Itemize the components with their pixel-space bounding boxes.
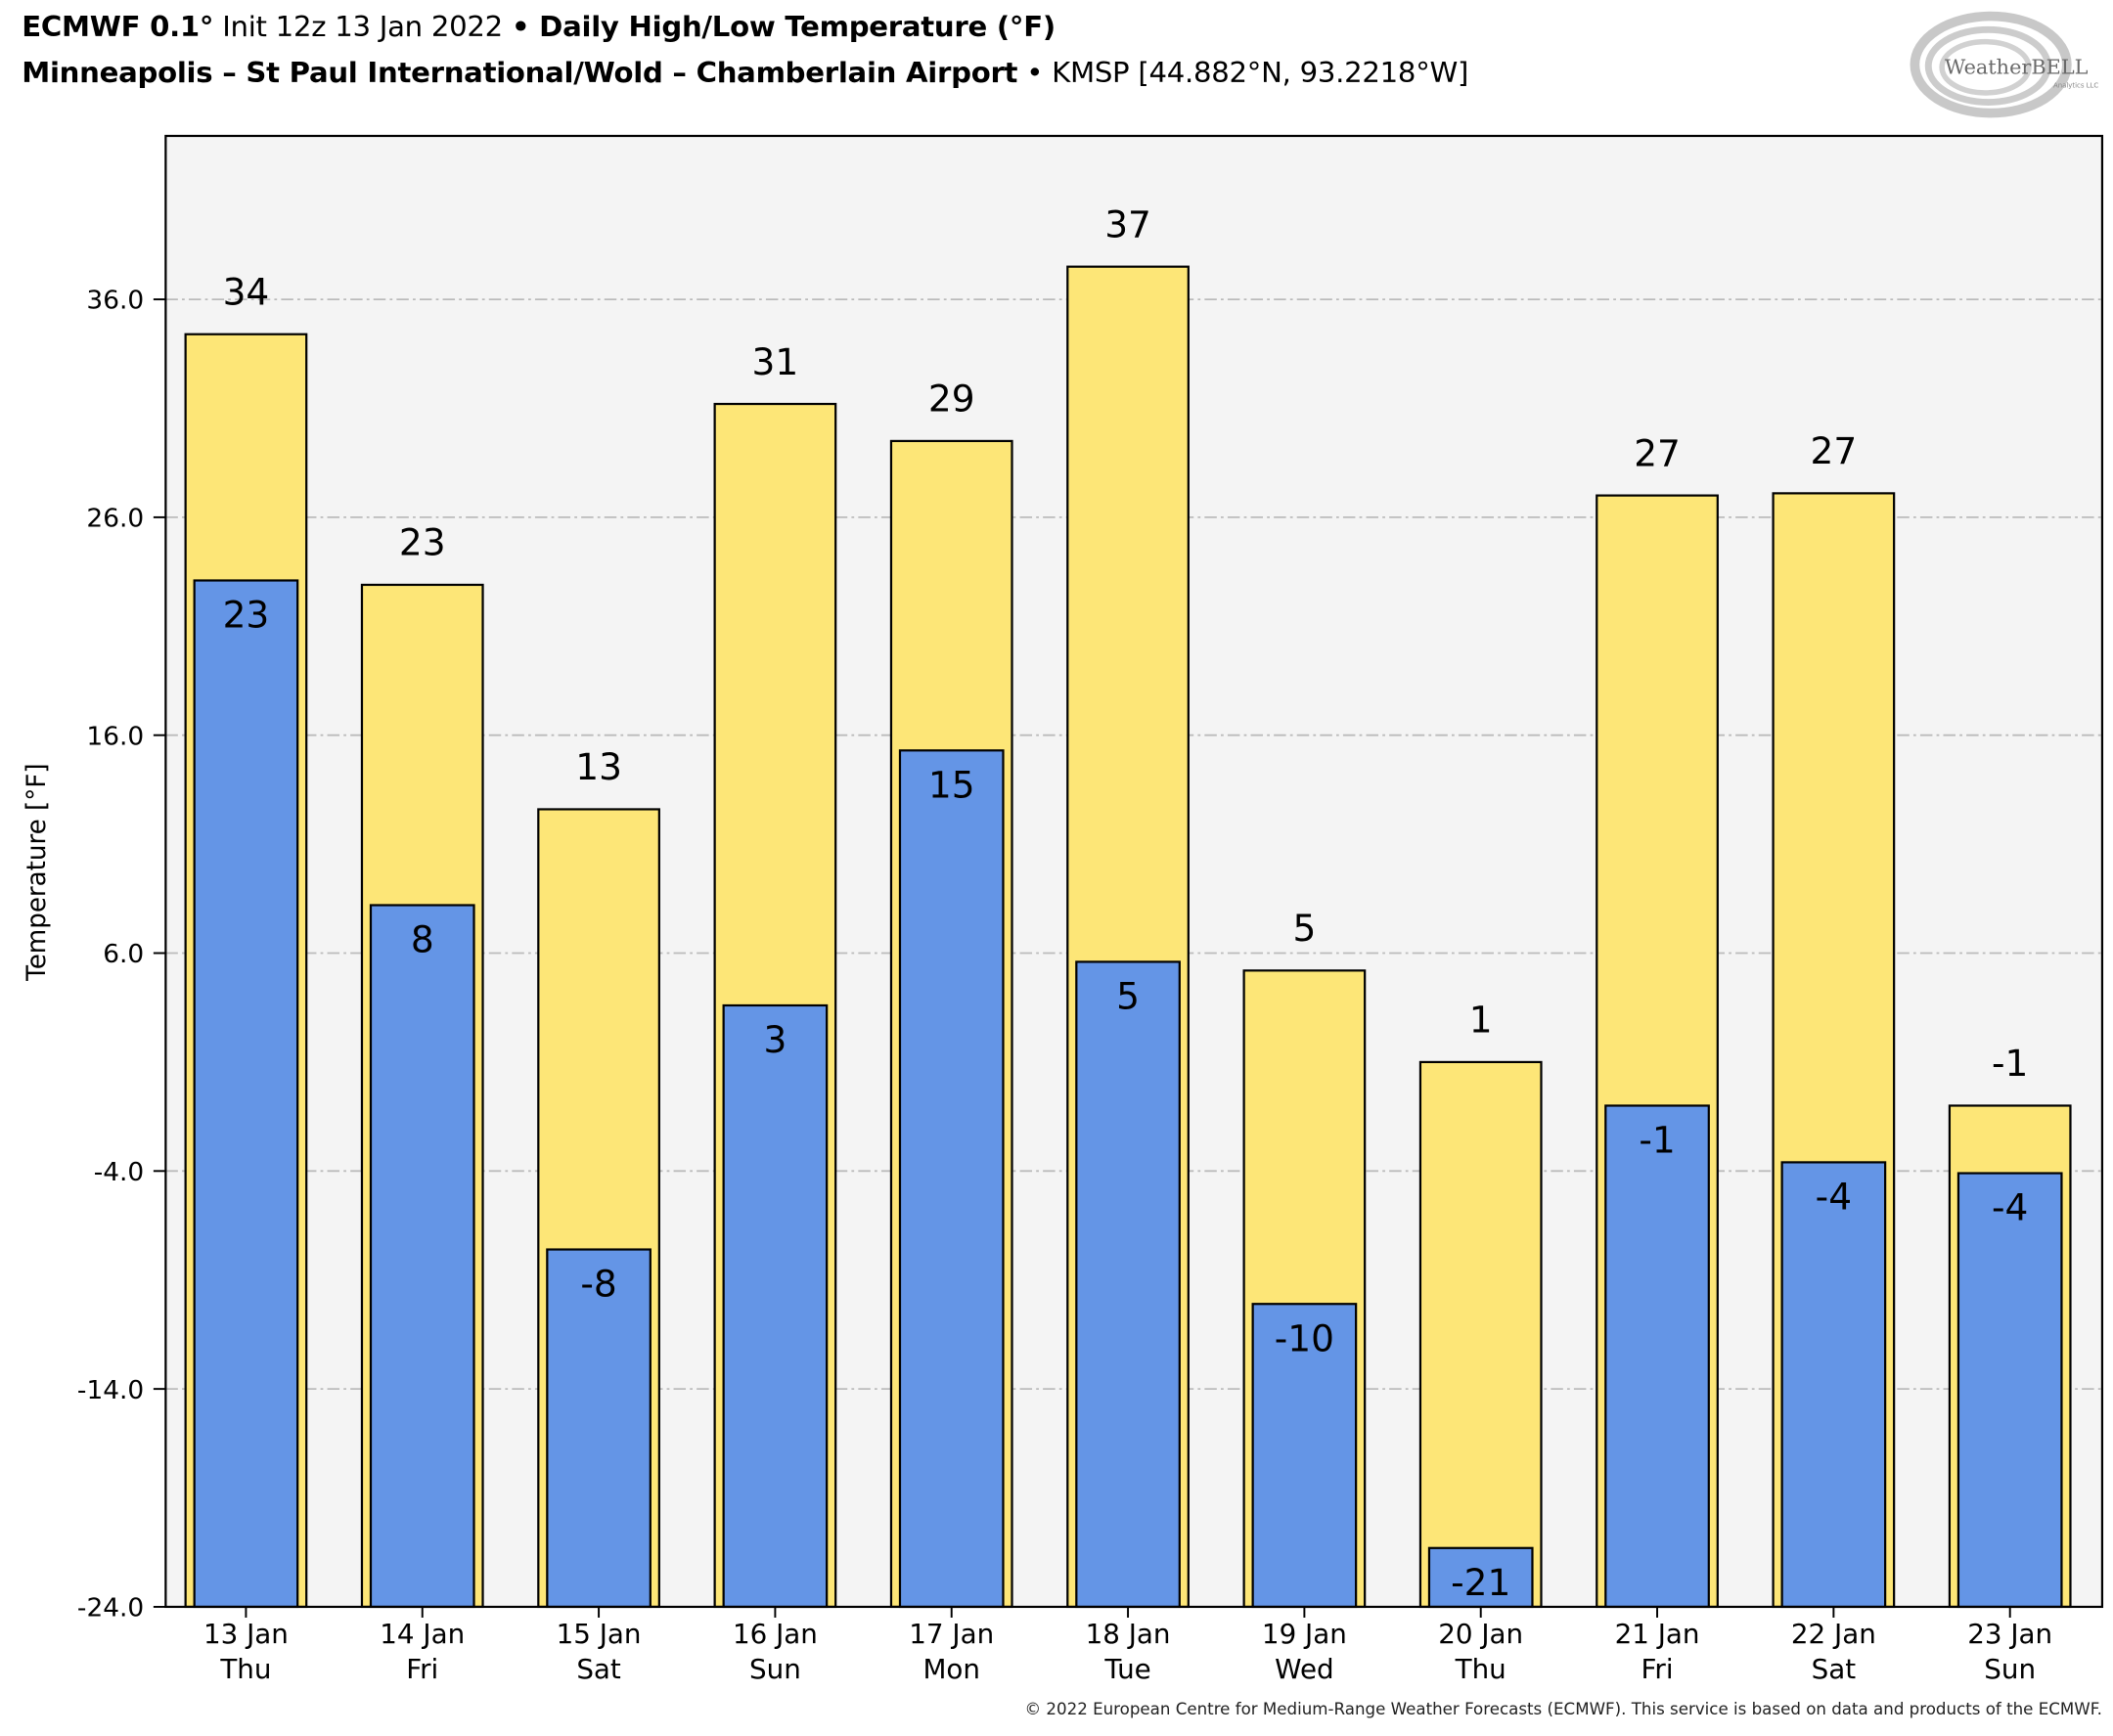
low-temp-label: -10 [1275,1317,1334,1360]
low-temp-label: -8 [580,1263,616,1306]
high-temp-label: 34 [223,271,270,314]
x-tick-label-day: Sat [576,1653,621,1685]
logo-text: WeatherBELL [1945,56,2089,79]
x-tick-label-date: 18 Jan [1086,1618,1171,1650]
low-temp-label: -4 [1816,1176,1852,1219]
x-tick-label-date: 15 Jan [557,1618,642,1650]
x-tick-label-day: Fri [406,1653,438,1685]
x-tick-label-date: 20 Jan [1438,1618,1523,1650]
title-separator: • [511,11,530,44]
x-tick-label-date: 17 Jan [909,1618,994,1650]
chart-title-line-1: ECMWF 0.1° Init 12z 13 Jan 2022 • Daily … [22,11,1056,43]
x-tick-label-day: Mon [922,1653,980,1685]
weatherbell-logo: WeatherBELL Analytics LLC [1910,11,2098,118]
low-temp-bar [1604,1104,1710,1609]
x-tick-label-day: Sun [749,1653,801,1685]
y-tick-label: -14.0 [77,1376,144,1405]
y-tick-label: -24.0 [77,1594,144,1624]
low-temp-bar [1956,1172,2063,1609]
y-tick-label: 26.0 [86,505,144,534]
low-temp-label: -1 [1639,1119,1675,1162]
high-temp-label: 5 [1292,907,1316,950]
high-temp-label: 23 [399,521,446,564]
x-tick-label-date: 23 Jan [1967,1618,2052,1650]
y-axis-label: Temperature [°F] [22,763,52,981]
bars [184,265,2072,1609]
x-tick-label-date: 21 Jan [1615,1618,1700,1650]
low-temp-bar [1427,1546,1534,1609]
y-tick-label: 16.0 [86,722,144,751]
x-tick-label-day: Wed [1275,1653,1333,1685]
x-tick-label-day: Sat [1812,1653,1857,1685]
product-name: Daily High/Low Temperature (°F) [529,11,1056,44]
x-tick-label-day: Fri [1641,1653,1674,1685]
low-temp-label: 3 [763,1018,787,1061]
low-temp-label: -21 [1451,1561,1510,1604]
y-tick-label: 6.0 [103,940,144,969]
model-name: ECMWF 0.1° [22,11,214,44]
low-temp-bar [722,1003,829,1609]
low-temp-label: -4 [1992,1186,2028,1229]
y-tick-label: 36.0 [86,287,144,316]
x-tick-label-date: 16 Jan [733,1618,818,1650]
low-temp-bar [898,749,1005,1609]
plot-frame [164,134,2104,1609]
x-tick-label-date: 13 Jan [203,1618,289,1650]
high-temp-label: 31 [752,340,799,383]
high-temp-label: 37 [1104,203,1151,246]
axes: 36.026.016.06.0-4.0-14.0-24.013 JanThu14… [77,287,2052,1685]
high-temp-label: 27 [1811,429,1858,472]
low-temp-bar [193,579,299,1609]
x-tick-label-day: Sun [1984,1653,2036,1685]
y-tick-label: -4.0 [94,1158,144,1187]
high-temp-label: -1 [1992,1042,2028,1085]
x-tick-label-day: Thu [1455,1653,1506,1685]
high-temp-label: 1 [1469,999,1493,1042]
x-tick-label-day: Thu [219,1653,271,1685]
x-tick-label-date: 14 Jan [380,1618,465,1650]
low-temp-bar [1780,1161,1887,1609]
low-temp-bar [1251,1303,1358,1609]
station-location: KMSP [44.882°N, 93.2218°W] [1052,56,1469,89]
bar-labels: 34 23 23 8 13 -8 31 3 29 15 37 5 5 -10 1 -21 27 -1 27 -4 -1 -… [223,203,2029,1604]
high-temp-label: 29 [928,378,975,421]
high-temp-bar [1418,1060,1543,1609]
low-temp-label: 8 [411,918,434,961]
title-separator: • [1017,56,1053,89]
station-name: Minneapolis – St Paul International/Wold… [22,56,1018,89]
swirl-icon [1910,11,2072,118]
x-tick-label-date: 22 Jan [1791,1618,1876,1650]
x-tick-label-day: Tue [1103,1653,1150,1685]
low-temp-label: 23 [223,594,270,637]
x-tick-label-date: 19 Jan [1262,1618,1347,1650]
init-time: Init 12z 13 Jan 2022 [213,11,512,44]
high-temp-label: 27 [1634,431,1681,474]
low-temp-bar [546,1248,652,1609]
chart-title-line-2: Minneapolis – St Paul International/Wold… [22,57,1468,89]
logo-subtext: Analytics LLC [2053,81,2098,89]
low-temp-label: 15 [928,764,975,807]
high-temp-label: 13 [575,745,622,788]
low-temp-bar [1075,960,1181,1609]
low-temp-label: 5 [1116,975,1140,1018]
copyright-footer: © 2022 European Centre for Medium-Range … [1024,1699,2102,1719]
low-temp-bar [369,904,475,1609]
